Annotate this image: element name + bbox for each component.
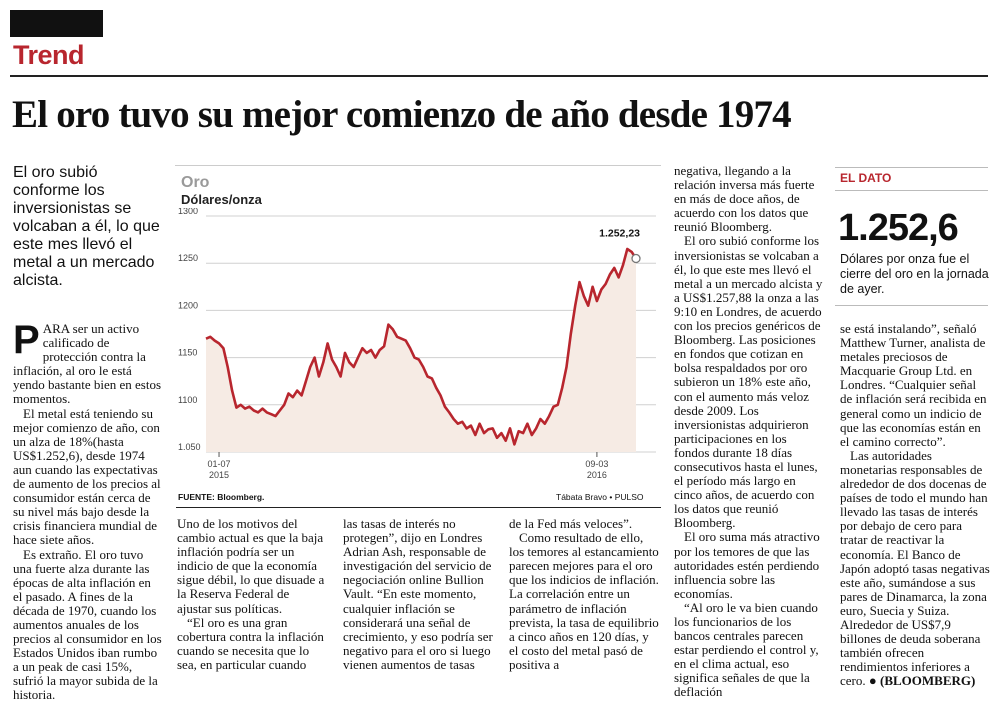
x-tick-label: 09-03 [585, 459, 608, 469]
last-value-marker [631, 253, 641, 264]
paragraph: El metal está teniendo su mejor comienzo… [13, 405, 161, 548]
y-tick-label: 1150 [178, 348, 197, 358]
masthead-block [10, 10, 103, 37]
dato-description: Dólares por onza fue el cierre del oro e… [840, 252, 989, 296]
paragraph: Es extraño. El oro tuvo una fuerte alza … [13, 546, 162, 703]
paragraph: de la Fed más veloces”. [509, 516, 633, 531]
end-mark-icon: ● [868, 673, 877, 689]
article-column-3: las tasas de interés no protegen”, dijo … [343, 516, 495, 672]
paragraph-text: ARA ser un activo calificado de protecci… [13, 321, 162, 407]
paragraph: “El oro es una gran cobertura contra la … [177, 614, 324, 672]
chart-title: Oro [181, 174, 210, 191]
paragraph: Las autoridades monetarias responsables … [840, 447, 990, 689]
y-tick-label: 1200 [178, 300, 198, 310]
y-tick-label: 1300 [178, 208, 198, 216]
article-column-4: de la Fed más veloces”. Como resultado d… [509, 516, 659, 672]
dato-rule-mid [835, 190, 988, 191]
paragraph: Uno de los motivos del cambio actual es … [177, 516, 325, 616]
header-rule [10, 75, 988, 77]
chart-bottom-rule [176, 507, 661, 508]
paragraph: negativa, llegando a la relación inversa… [674, 163, 815, 235]
dato-rule-bottom [835, 305, 988, 306]
article-column-5: negativa, llegando a la relación inversa… [674, 163, 824, 700]
y-tick-label: 1250 [178, 253, 198, 263]
lead-paragraph: El oro subió conforme los inversionistas… [13, 164, 160, 289]
dropcap: P [13, 318, 40, 362]
chart-ylabel: Dólares/onza [181, 192, 262, 207]
headline: El oro tuvo su mejor comienzo de año des… [12, 93, 792, 136]
x-tick-year: 2015 [209, 470, 229, 480]
last-value-label: 1.252,23 [599, 227, 640, 239]
price-area [206, 249, 636, 452]
chart-credit: Tábata Bravo • PULSO [556, 492, 644, 502]
chart-source: FUENTE: Bloomberg. [178, 492, 265, 502]
dato-value: 1.252,6 [838, 207, 959, 249]
paragraph-text: Las autoridades monetarias responsables … [840, 447, 990, 689]
chart-frame [175, 165, 661, 511]
dato-label: EL DATO [840, 171, 892, 185]
y-tick-label: 1100 [178, 395, 197, 405]
paragraph: las tasas de interés no protegen”, dijo … [343, 516, 493, 672]
article-column-6: se está instalando”, señaló Matthew Turn… [840, 321, 990, 689]
paragraph: El oro suma más atractivo por los temore… [674, 529, 820, 601]
x-tick-year: 2016 [587, 470, 607, 480]
paragraph: Como resultado de ello, los temores al e… [509, 530, 659, 672]
signature: (BLOOMBERG) [879, 673, 976, 689]
dato-rule-top [835, 167, 988, 168]
y-tick-label: 1.050 [178, 442, 201, 452]
x-tick-label: 01-07 [208, 459, 231, 469]
paragraph: P ARA ser un activo calificado de protecc… [13, 318, 163, 407]
paragraph: “Al oro le va bien cuando los funcionari… [674, 599, 819, 700]
paragraph: El oro subió conforme los inversionistas… [674, 233, 823, 531]
paragraph: se está instalando”, señaló Matthew Turn… [840, 321, 987, 449]
article-column-1: P ARA ser un activo calificado de protecc… [13, 318, 163, 703]
section-label: Trend [13, 40, 85, 70]
price-line [205, 247, 638, 446]
article-column-2: Uno de los motivos del cambio actual es … [177, 516, 327, 672]
